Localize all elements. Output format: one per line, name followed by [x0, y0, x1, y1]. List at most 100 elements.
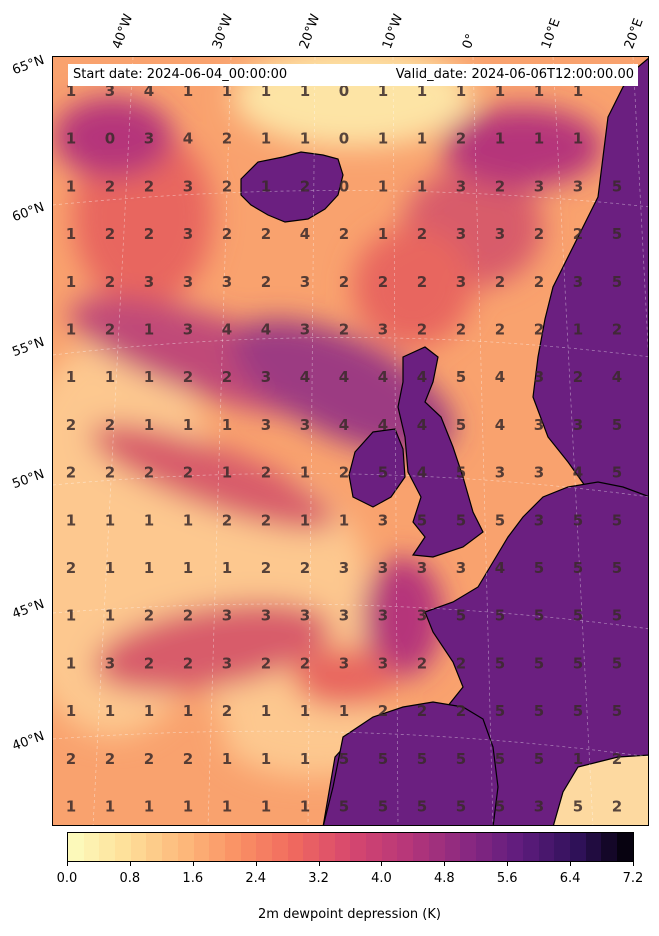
lon-label-10e: 10°E [538, 16, 564, 51]
grid-value-label: 2 [222, 702, 232, 720]
grid-value-label: 1 [222, 798, 232, 816]
lat-label-55n: 55°N [10, 334, 47, 361]
grid-value-label: 3 [534, 416, 544, 434]
colorbar-segment [303, 833, 319, 861]
colorbar-segment [350, 833, 367, 861]
grid-value-label: 5 [495, 798, 505, 816]
grid-value-label: 2 [495, 321, 505, 339]
grid-value-label: 1 [183, 702, 193, 720]
grid-value-label: 3 [495, 225, 505, 243]
grid-value-label: 1 [66, 702, 76, 720]
grid-value-label: 2 [183, 464, 193, 482]
grid-value-label: 2 [183, 368, 193, 386]
grid-value-label: 4 [339, 416, 349, 434]
colorbar-segment [115, 833, 131, 861]
colorbar-tick [570, 862, 572, 866]
grid-value-label: 1 [144, 368, 154, 386]
colorbar-tick [255, 862, 257, 866]
grid-value-label: 2 [573, 368, 583, 386]
grid-value-label: 2 [456, 130, 466, 148]
grid-value-label: 2 [417, 321, 427, 339]
grid-value-label: 0 [105, 130, 115, 148]
grid-value-label: 5 [378, 464, 388, 482]
colorbar-segment [193, 833, 210, 861]
grid-value-label: 1 [300, 750, 310, 768]
grid-value-label: 1 [66, 177, 76, 195]
lon-label-30w: 30°W [209, 12, 237, 51]
lon-label-20e: 20°E [621, 16, 647, 51]
grid-value-label: 1 [495, 82, 505, 100]
colorbar-segment [522, 833, 539, 861]
grid-value-label: 0 [339, 130, 349, 148]
grid-value-label: 5 [612, 607, 622, 625]
colorbar-segment [177, 833, 194, 861]
colorbar-segment [319, 833, 335, 861]
colorbar-segment [460, 833, 476, 861]
grid-value-label: 1 [105, 798, 115, 816]
grid-value-label: 2 [573, 225, 583, 243]
north-africa [552, 754, 648, 825]
grid-value-label: 2 [105, 416, 115, 434]
grid-value-label: 3 [417, 607, 427, 625]
colorbar-tick [381, 862, 383, 866]
grid-value-label: 1 [222, 416, 232, 434]
grid-value-label: 5 [495, 750, 505, 768]
grid-value-label: 1 [378, 130, 388, 148]
grid-value-label: 1 [66, 82, 76, 100]
grid-value-label: 1 [105, 559, 115, 577]
grid-value-label: 5 [378, 798, 388, 816]
grid-value-label: 1 [183, 416, 193, 434]
colorbar-segment [538, 833, 555, 861]
grid-value-label: 1 [300, 82, 310, 100]
grid-value-label: 1 [222, 559, 232, 577]
grid-value-label: 1 [144, 511, 154, 529]
grid-value-label: 1 [222, 464, 232, 482]
grid-value-label: 1 [66, 225, 76, 243]
grid-value-label: 3 [534, 798, 544, 816]
grid-value-label: 1 [66, 798, 76, 816]
grid-value-label: 5 [339, 750, 349, 768]
colorbar-tick [129, 862, 131, 866]
grid-value-label: 3 [144, 130, 154, 148]
grid-value-label: 2 [339, 273, 349, 291]
grid-value-label: 2 [105, 464, 115, 482]
grid-value-label: 1 [66, 607, 76, 625]
grid-value-label: 1 [495, 130, 505, 148]
colorbar-segment [224, 833, 241, 861]
grid-value-label: 1 [339, 511, 349, 529]
grid-value-label: 3 [378, 321, 388, 339]
grid-value-label: 1 [105, 607, 115, 625]
grid-value-label: 1 [144, 416, 154, 434]
grid-value-label: 5 [417, 511, 427, 529]
grid-value-label: 5 [573, 654, 583, 672]
grid-value-label: 2 [222, 368, 232, 386]
grid-value-label: 2 [417, 654, 427, 672]
lat-label-50n: 50°N [10, 466, 47, 493]
colorbar-segment [334, 833, 351, 861]
grid-value-label: 1 [573, 130, 583, 148]
ocean-field [53, 57, 603, 777]
grid-value-label: 1 [573, 321, 583, 339]
grid-value-label: 2 [144, 607, 154, 625]
grid-value-label: 3 [339, 559, 349, 577]
colorbar-segment [381, 833, 398, 861]
grid-value-label: 1 [222, 750, 232, 768]
grid-value-label: 1 [417, 130, 427, 148]
grid-value-label: 3 [534, 511, 544, 529]
grid-value-label: 1 [183, 82, 193, 100]
grid-value-label: 1 [300, 798, 310, 816]
lon-label-40w: 40°W [109, 12, 137, 51]
colorbar-tick [444, 862, 446, 866]
grid-value-label: 2 [300, 177, 310, 195]
grid-value-label: 2 [612, 750, 622, 768]
grid-value-label: 3 [183, 225, 193, 243]
colorbar-segment [475, 833, 492, 861]
grid-value-label: 3 [339, 607, 349, 625]
colorbar-tick-label: 5.6 [496, 871, 518, 886]
iberia [322, 701, 499, 825]
grid-value-label: 5 [573, 798, 583, 816]
grid-value-label: 2 [261, 559, 271, 577]
grid-value-label: 1 [261, 702, 271, 720]
grid-value-label: 1 [66, 130, 76, 148]
grid-value-label: 1 [144, 559, 154, 577]
